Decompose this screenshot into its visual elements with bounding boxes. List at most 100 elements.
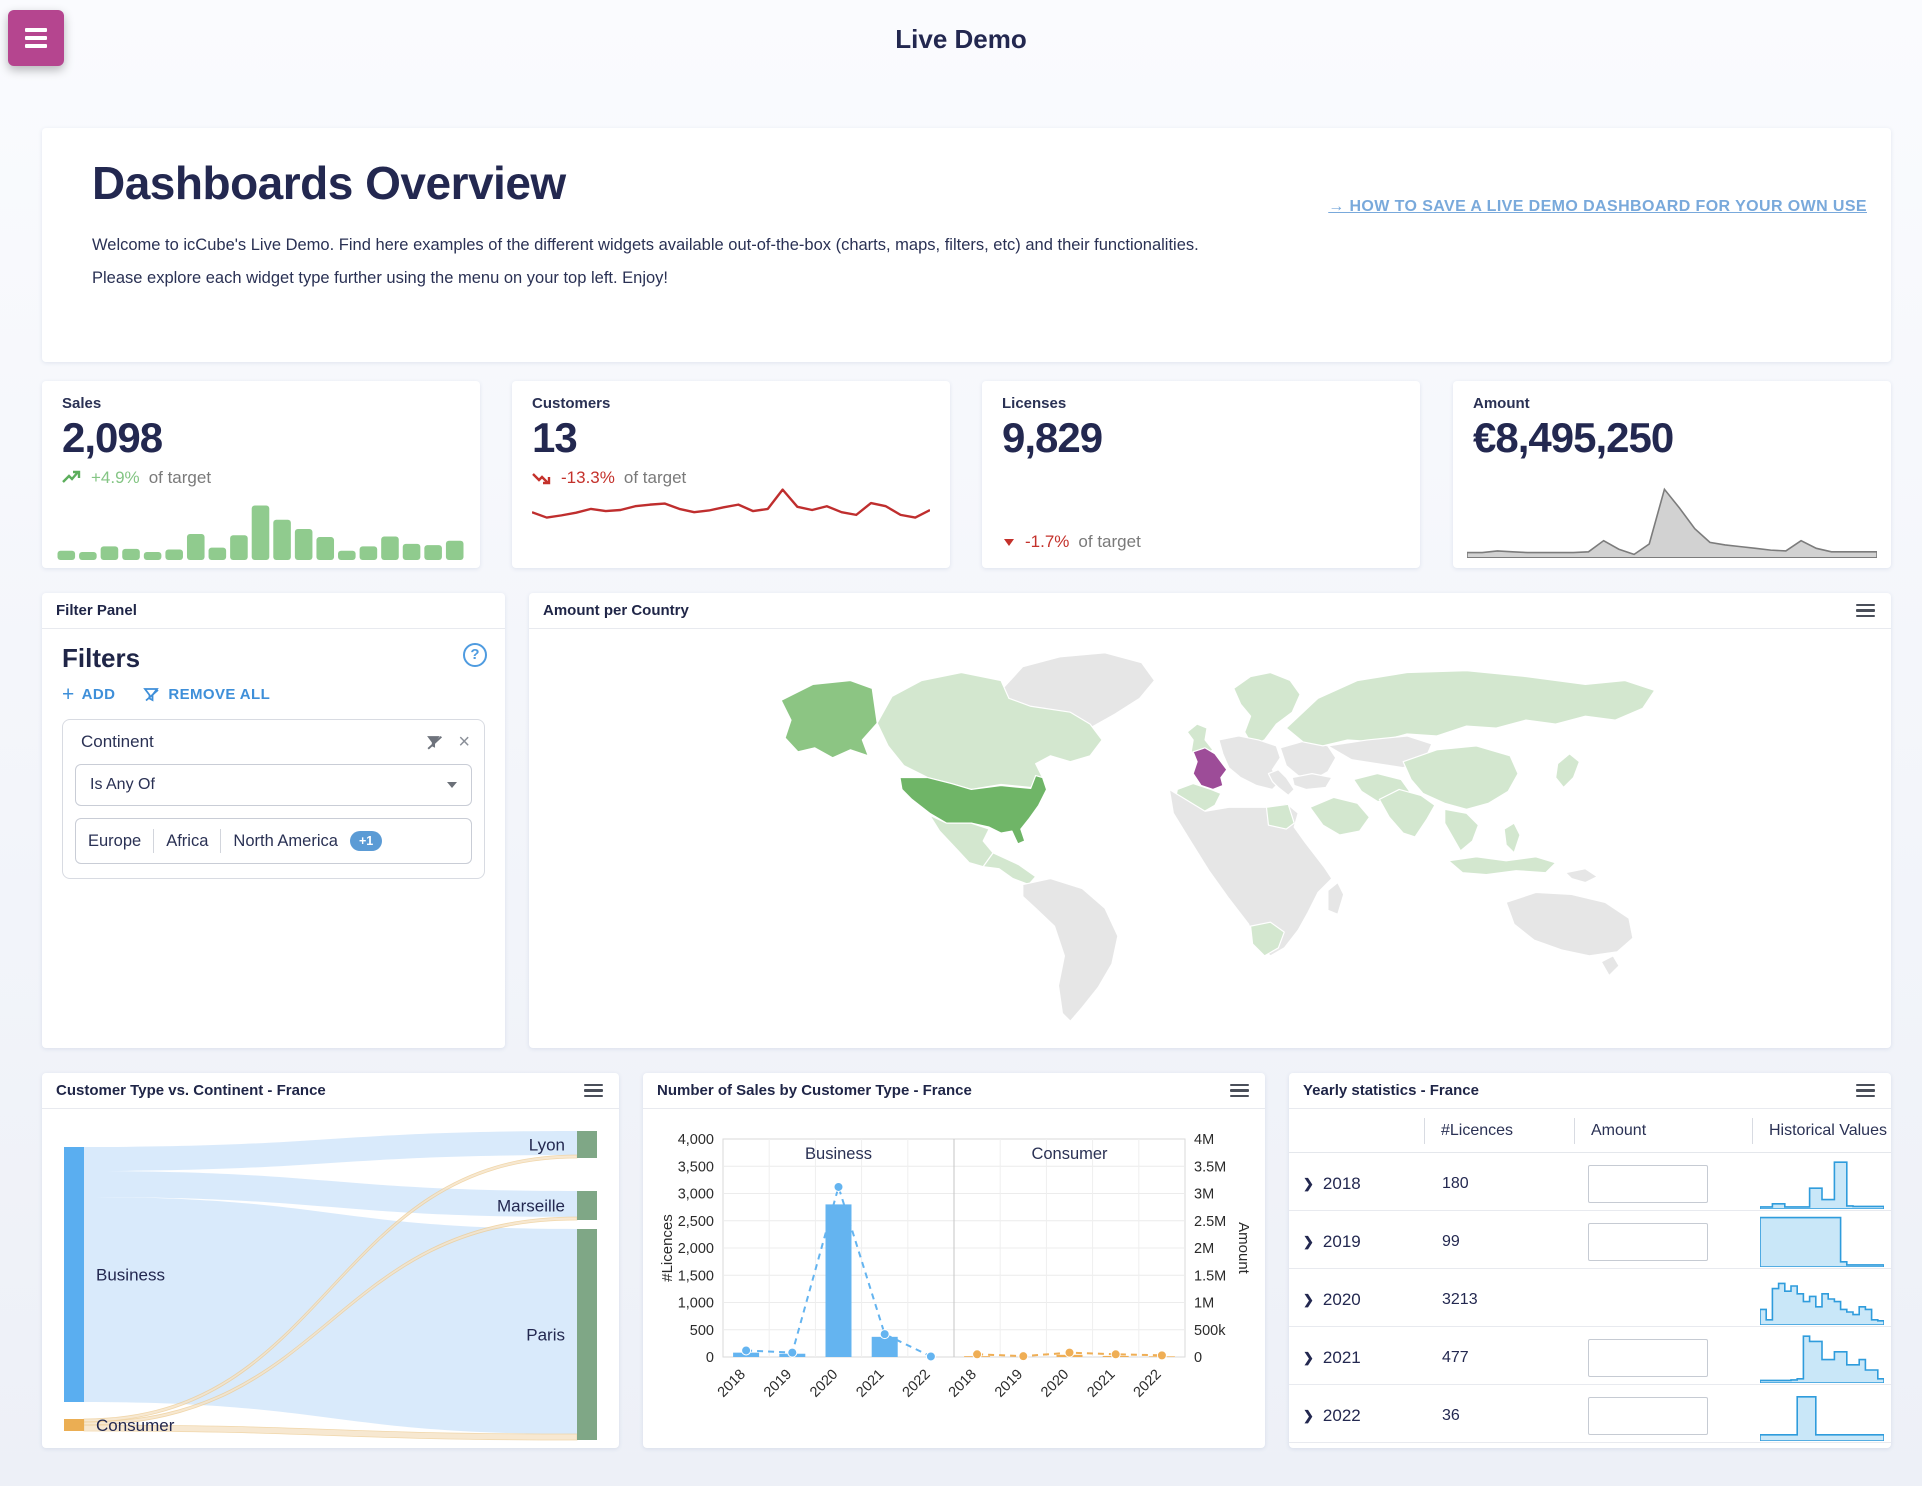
table-row[interactable]: ❯ 2018 180 bbox=[1289, 1153, 1891, 1211]
svg-text:500k: 500k bbox=[1194, 1323, 1226, 1339]
svg-text:#Licences: #Licences bbox=[659, 1214, 676, 1282]
filter-remove-icon bbox=[143, 687, 160, 701]
world-map-chart bbox=[529, 629, 1891, 1045]
sankey-panel: Customer Type vs. Continent - France Bus… bbox=[42, 1073, 619, 1448]
how-to-save-link[interactable]: → HOW TO SAVE A LIVE DEMO DASHBOARD FOR … bbox=[1328, 198, 1867, 215]
panel-menu-icon[interactable] bbox=[582, 1080, 605, 1102]
historical-sparkline bbox=[1752, 1153, 1894, 1214]
historical-sparkline bbox=[1752, 1211, 1894, 1272]
svg-text:Consumer: Consumer bbox=[96, 1416, 175, 1435]
panel-title: Number of Sales by Customer Type - Franc… bbox=[657, 1082, 972, 1099]
svg-text:2021: 2021 bbox=[853, 1367, 887, 1401]
sankey-chart: Business Consumer Lyon Marseille Paris bbox=[42, 1109, 619, 1454]
kpi-label: Sales bbox=[62, 395, 102, 412]
kpi-target-suffix: of target bbox=[623, 468, 687, 487]
svg-text:Amount: Amount bbox=[1235, 1222, 1251, 1275]
amount-bar bbox=[1588, 1396, 1708, 1435]
svg-text:Consumer: Consumer bbox=[1031, 1145, 1108, 1163]
chevron-right-icon[interactable]: ❯ bbox=[1303, 1407, 1314, 1423]
amount-bar bbox=[1588, 1164, 1708, 1203]
historical-sparkline bbox=[1752, 1327, 1894, 1388]
kpi-target-suffix: of target bbox=[148, 468, 212, 487]
chip-separator bbox=[153, 829, 155, 853]
panel-menu-icon[interactable] bbox=[1228, 1080, 1251, 1102]
svg-text:Business: Business bbox=[805, 1145, 872, 1163]
filter-panel: Filter Panel Filters ? + ADD REMOVE ALL … bbox=[42, 593, 505, 1048]
chevron-right-icon[interactable]: ❯ bbox=[1303, 1291, 1314, 1307]
main-menu-button[interactable] bbox=[8, 10, 64, 66]
panel-title: Amount per Country bbox=[543, 602, 689, 619]
table-row[interactable]: ❯ 2020 3213 bbox=[1289, 1269, 1891, 1327]
help-icon[interactable]: ? bbox=[463, 643, 487, 667]
table-row[interactable]: ❯ 2021 477 bbox=[1289, 1327, 1891, 1385]
chip-separator bbox=[220, 829, 222, 853]
svg-text:3.5M: 3.5M bbox=[1194, 1159, 1226, 1175]
svg-text:3,000: 3,000 bbox=[678, 1187, 714, 1203]
svg-text:Marseille: Marseille bbox=[497, 1197, 565, 1216]
triangle-down-icon bbox=[1004, 539, 1014, 546]
kpi-value: €8,495,250 bbox=[1473, 414, 1674, 461]
svg-text:500: 500 bbox=[690, 1323, 714, 1339]
svg-text:2018: 2018 bbox=[715, 1367, 749, 1401]
plus-icon: + bbox=[62, 682, 75, 706]
table-header-row: #Licences Amount Historical Values bbox=[1289, 1109, 1891, 1153]
svg-text:2,500: 2,500 bbox=[678, 1214, 714, 1230]
svg-text:2,000: 2,000 bbox=[678, 1241, 714, 1257]
filters-heading: Filters bbox=[62, 643, 141, 673]
licences-cell: 180 bbox=[1442, 1174, 1469, 1192]
licences-cell: 36 bbox=[1442, 1406, 1460, 1424]
combo-chart-panel: Number of Sales by Customer Type - Franc… bbox=[643, 1073, 1265, 1448]
licences-cell: 3213 bbox=[1442, 1290, 1478, 1308]
historical-column-header: Historical Values bbox=[1752, 1117, 1891, 1144]
panel-menu-icon[interactable] bbox=[1854, 1080, 1877, 1102]
year-cell: 2021 bbox=[1322, 1347, 1361, 1367]
more-values-badge: +1 bbox=[349, 831, 383, 851]
chevron-right-icon[interactable]: ❯ bbox=[1303, 1175, 1314, 1191]
svg-text:Paris: Paris bbox=[526, 1326, 565, 1345]
svg-text:1,500: 1,500 bbox=[678, 1268, 714, 1284]
amount-column-header: Amount bbox=[1574, 1117, 1752, 1144]
clear-filter-icon[interactable] bbox=[425, 734, 444, 751]
customers-sparkline-chart bbox=[531, 481, 931, 539]
chevron-right-icon[interactable]: ❯ bbox=[1303, 1349, 1314, 1365]
sales-sparkbar-chart bbox=[56, 496, 466, 560]
panel-menu-icon[interactable] bbox=[1854, 600, 1877, 622]
filter-values-field[interactable]: Europe Africa North America +1 bbox=[75, 818, 472, 864]
kpi-value: 13 bbox=[532, 414, 578, 461]
combo-chart: 0 0 500 500k 1,000 1M 1,500 1.5M 2,000 2M 2,500 2.5… bbox=[643, 1109, 1265, 1448]
add-filter-button[interactable]: + ADD bbox=[62, 682, 116, 706]
kpi-card-licenses: Licenses 9,829 -1.7% of target bbox=[982, 381, 1420, 568]
filter-value-chip: North America bbox=[233, 831, 338, 850]
historical-sparkline bbox=[1752, 1385, 1894, 1446]
amount-sparkarea-chart bbox=[1466, 466, 1878, 559]
trend-up-icon bbox=[62, 470, 81, 483]
chevron-down-icon bbox=[447, 782, 457, 788]
explore-paragraph: Please explore each widget type further … bbox=[92, 269, 669, 287]
kpi-card-amount: Amount €8,495,250 bbox=[1453, 381, 1891, 568]
kpi-value: 2,098 bbox=[62, 414, 163, 461]
historical-sparkline bbox=[1752, 1269, 1894, 1330]
chevron-right-icon[interactable]: ❯ bbox=[1303, 1233, 1314, 1249]
licences-cell: 99 bbox=[1442, 1232, 1460, 1250]
amount-bar bbox=[1588, 1281, 1708, 1319]
svg-text:4,000: 4,000 bbox=[678, 1132, 714, 1148]
kpi-card-customers: Customers 13 -13.3% of target bbox=[512, 381, 950, 568]
year-cell: 2020 bbox=[1322, 1289, 1361, 1309]
table-row[interactable]: ❯ 2022 36 bbox=[1289, 1385, 1891, 1443]
kpi-label: Customers bbox=[532, 395, 611, 412]
close-icon[interactable]: × bbox=[458, 731, 470, 753]
remove-all-filters-button[interactable]: REMOVE ALL bbox=[143, 686, 270, 703]
operator-select[interactable]: Is Any Of bbox=[75, 764, 472, 806]
filter-group-continent: Continent × Is Any Of Europe Africa N bbox=[62, 719, 485, 879]
svg-text:Business: Business bbox=[96, 1266, 165, 1285]
kpi-label: Licenses bbox=[1002, 395, 1067, 412]
panel-title: Filter Panel bbox=[56, 602, 137, 619]
panel-title: Yearly statistics - France bbox=[1303, 1082, 1479, 1099]
world-map-svg bbox=[780, 652, 1656, 1022]
table-row[interactable]: ❯ 2019 99 bbox=[1289, 1211, 1891, 1269]
year-cell: 2022 bbox=[1322, 1405, 1361, 1425]
svg-text:2021: 2021 bbox=[1084, 1367, 1118, 1401]
welcome-paragraph: Welcome to icCube's Live Demo. Find here… bbox=[92, 236, 1199, 254]
svg-text:2019: 2019 bbox=[761, 1367, 795, 1401]
licences-cell: 477 bbox=[1442, 1348, 1469, 1366]
